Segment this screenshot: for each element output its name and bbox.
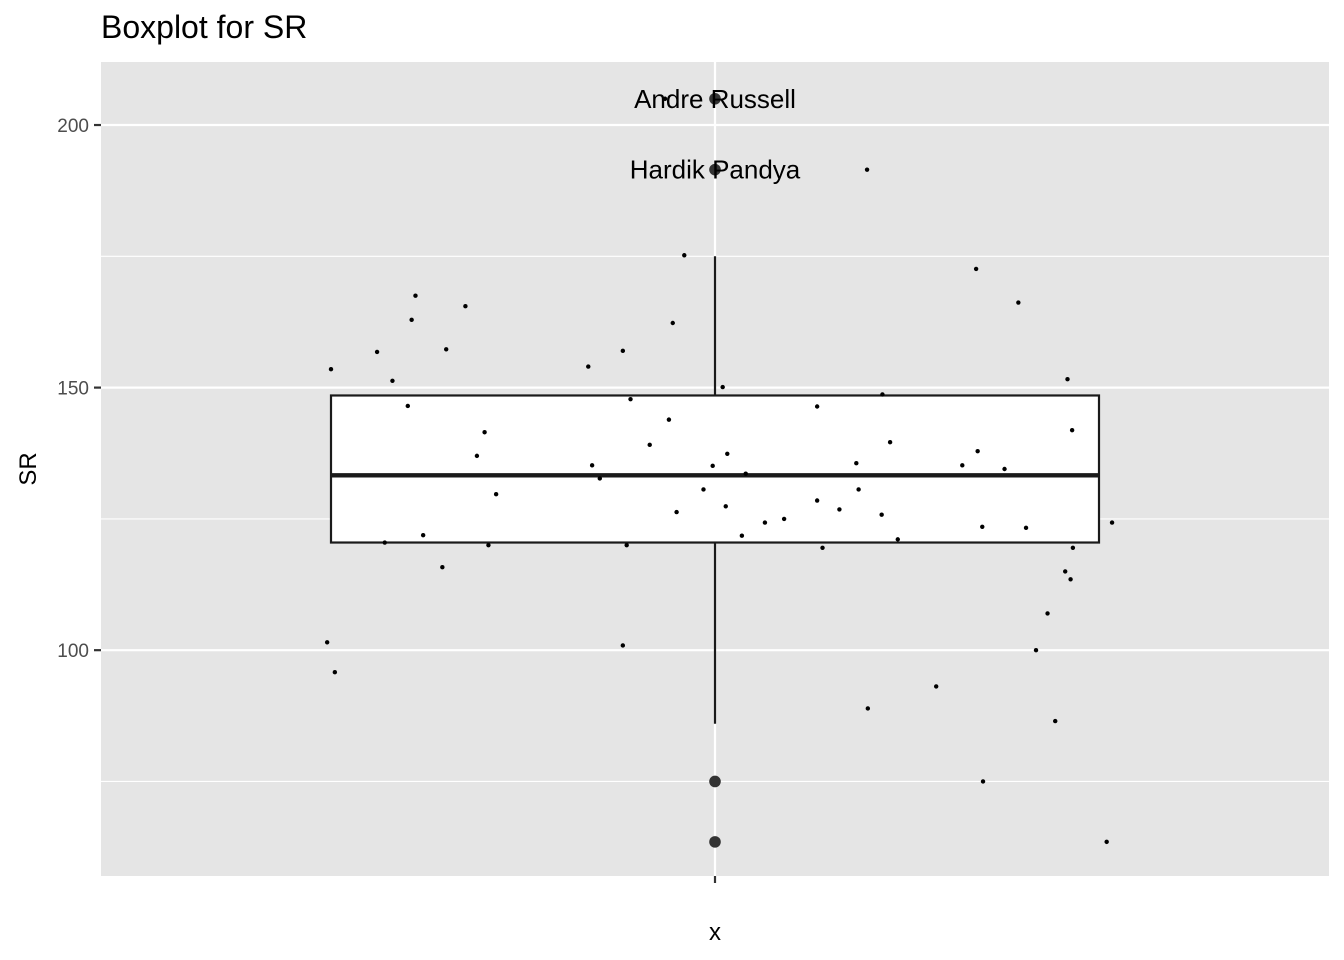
data-point: [1068, 577, 1073, 582]
data-point: [960, 463, 965, 468]
data-point: [444, 347, 449, 352]
data-point: [620, 643, 626, 648]
data-point: [390, 378, 395, 383]
data-point: [1109, 520, 1115, 525]
axes: 100 150 200: [57, 116, 717, 883]
data-point: [887, 440, 893, 445]
data-point: [1063, 569, 1068, 574]
data-point: [739, 533, 745, 538]
data-point: [701, 487, 706, 492]
data-point: [628, 396, 633, 402]
data-point: [880, 392, 885, 397]
data-point: [895, 537, 900, 542]
data-point: [1033, 647, 1039, 653]
data-point: [586, 364, 591, 369]
data-point: [493, 492, 499, 497]
data-point: [486, 542, 491, 548]
data-point: [820, 545, 825, 550]
outlier-point: [709, 775, 721, 788]
data-point: [980, 779, 986, 784]
y-tick-label: 100: [57, 641, 89, 662]
data-point: [374, 349, 380, 355]
data-point: [980, 524, 985, 529]
data-point: [814, 498, 820, 503]
data-point: [670, 320, 675, 326]
outlier-label: Andre Russell: [634, 84, 796, 114]
data-point: [723, 504, 728, 509]
data-point: [597, 476, 602, 481]
outlier-point: [709, 163, 721, 176]
data-point: [743, 471, 748, 476]
data-point: [1070, 545, 1076, 550]
data-point: [324, 640, 330, 645]
data-point: [865, 706, 871, 711]
outlier-point: [709, 836, 721, 848]
outlier-label: Hardik Pandya: [630, 155, 801, 185]
y-tick-label: 200: [57, 116, 89, 137]
data-point: [624, 542, 629, 548]
data-point: [1053, 718, 1058, 724]
data-point: [405, 403, 410, 409]
data-point: [933, 684, 939, 689]
data-point: [837, 507, 842, 512]
data-point: [879, 512, 884, 517]
data-point: [864, 167, 870, 172]
data-point: [856, 487, 861, 492]
data-point: [662, 96, 668, 101]
data-point: [1045, 611, 1050, 616]
data-point: [474, 453, 480, 459]
data-point: [482, 430, 487, 435]
data-point: [666, 417, 672, 422]
data-point: [332, 670, 338, 675]
data-point: [674, 509, 679, 515]
data-point: [1002, 466, 1007, 472]
data-point: [328, 367, 334, 372]
data-point: [463, 304, 468, 309]
data-point: [720, 384, 725, 390]
data-point: [420, 532, 426, 538]
outlier-point: [709, 92, 721, 105]
box-plot: [329, 92, 1101, 848]
data-point: [710, 463, 715, 469]
data-point: [975, 448, 980, 454]
chart-title: Boxplot for SR: [101, 9, 307, 45]
y-tick-label: 150: [57, 379, 89, 400]
data-point: [973, 266, 979, 272]
data-point: [1104, 839, 1109, 845]
data-point: [1065, 376, 1070, 382]
data-point: [1069, 427, 1075, 433]
y-axis-title: SR: [15, 452, 42, 485]
outlier-labels: Andre Russell Hardik Pandya: [630, 84, 801, 185]
data-point: [725, 451, 730, 456]
data-point: [781, 516, 787, 522]
data-point: [382, 540, 387, 545]
data-point: [762, 520, 768, 525]
data-point: [1016, 300, 1021, 305]
jitter-points: [324, 96, 1115, 845]
data-point: [413, 293, 418, 298]
data-point: [440, 565, 445, 570]
data-point: [854, 461, 859, 466]
data-point: [647, 442, 652, 448]
data-point: [620, 348, 626, 354]
x-axis-title: x: [709, 919, 721, 946]
data-point: [1023, 525, 1029, 531]
data-point: [682, 253, 687, 258]
data-point: [409, 317, 414, 323]
data-point: [589, 463, 595, 468]
iqr-box: [329, 394, 1101, 544]
data-point: [814, 404, 820, 409]
